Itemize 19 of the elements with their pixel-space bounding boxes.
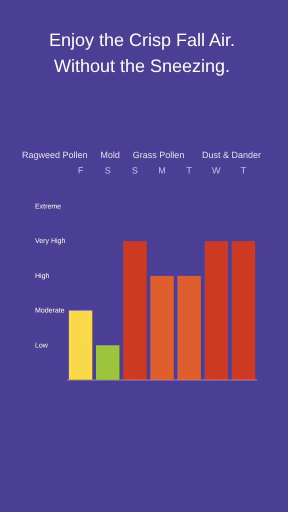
x-tick-label: T <box>186 166 192 176</box>
bar <box>232 241 256 380</box>
bar <box>68 310 92 380</box>
bar <box>177 276 201 380</box>
bar <box>150 276 174 380</box>
bar <box>204 241 228 380</box>
text: Grass Pollen <box>132 150 184 160</box>
x-tick-label: S <box>104 166 111 176</box>
bar <box>96 345 120 380</box>
x-tick-label: F <box>78 166 84 176</box>
chart-title: Enjoy the Crisp Fall Air. Without the Sneezing. <box>48 30 236 76</box>
x-tick-label: T <box>240 166 247 176</box>
text: Ragweed Pollen <box>22 150 88 160</box>
bar <box>123 241 147 380</box>
text: Dust & Dander <box>202 150 262 160</box>
x-tick-label: S <box>132 166 138 176</box>
text: Mold <box>100 150 120 160</box>
x-tick-label: M <box>158 166 166 176</box>
x-tick-label: W <box>212 166 222 176</box>
